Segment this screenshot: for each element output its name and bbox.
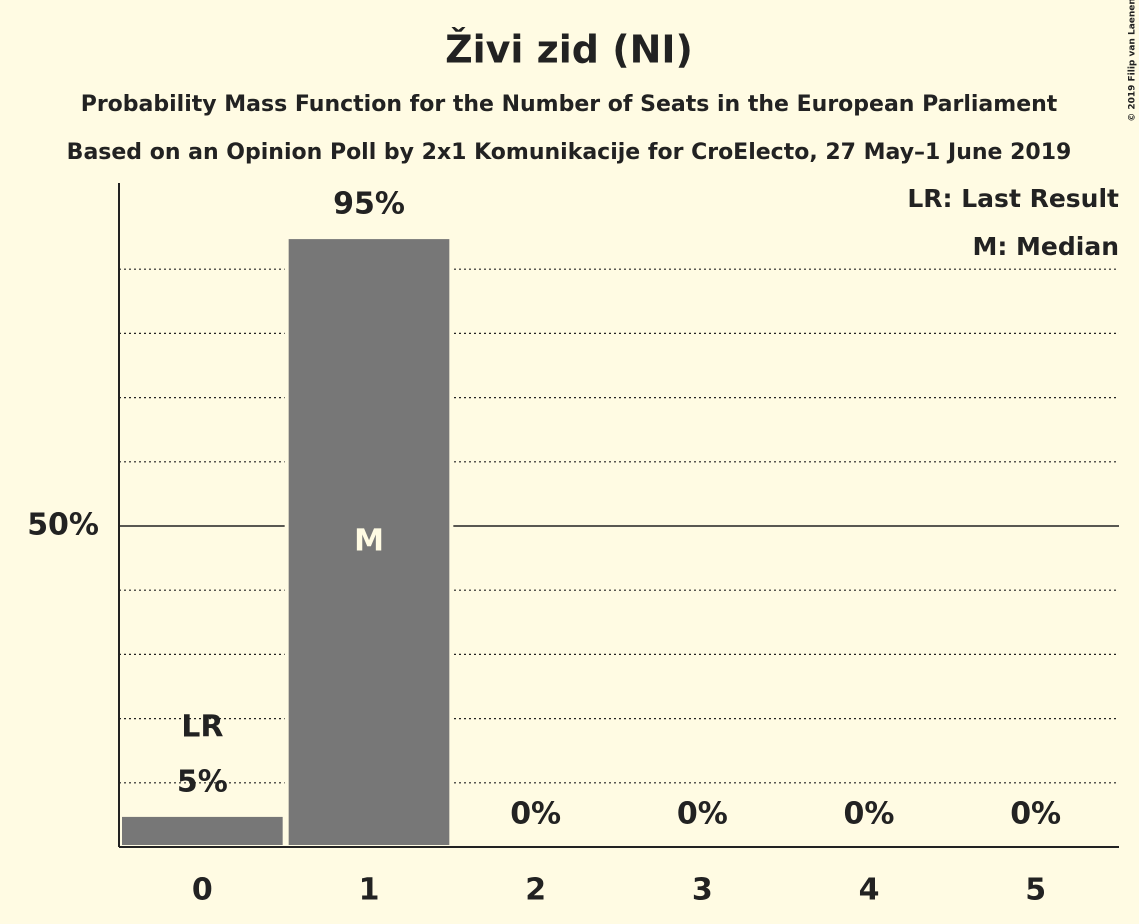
x-tick-label: 5	[1025, 873, 1046, 908]
chart-title: Živi zid (NI)	[445, 28, 693, 72]
value-label: 0%	[677, 797, 728, 832]
bar	[118, 812, 287, 850]
copyright: © 2019 Filip van Laenen	[1128, 0, 1138, 122]
chart-subtitle: Based on an Opinion Poll by 2x1 Komunika…	[67, 140, 1072, 165]
x-tick-label: 4	[859, 873, 880, 908]
x-tick-label: 2	[525, 873, 546, 908]
chart-subtitle: Probability Mass Function for the Number…	[81, 92, 1058, 117]
annotation: M	[354, 524, 384, 559]
value-label: 0%	[844, 797, 895, 832]
value-label: 0%	[510, 797, 561, 832]
x-tick-label: 3	[692, 873, 713, 908]
value-label: 95%	[333, 187, 405, 222]
value-label: 0%	[1010, 797, 1061, 832]
y-tick-label: 50%	[27, 508, 99, 543]
x-tick-label: 1	[359, 873, 380, 908]
legend-entry: LR: Last Result	[907, 184, 1119, 213]
x-tick-label: 0	[192, 873, 213, 908]
value-label: 5%	[177, 764, 228, 799]
annotation: LR	[181, 709, 223, 744]
legend-entry: M: Median	[972, 232, 1119, 261]
